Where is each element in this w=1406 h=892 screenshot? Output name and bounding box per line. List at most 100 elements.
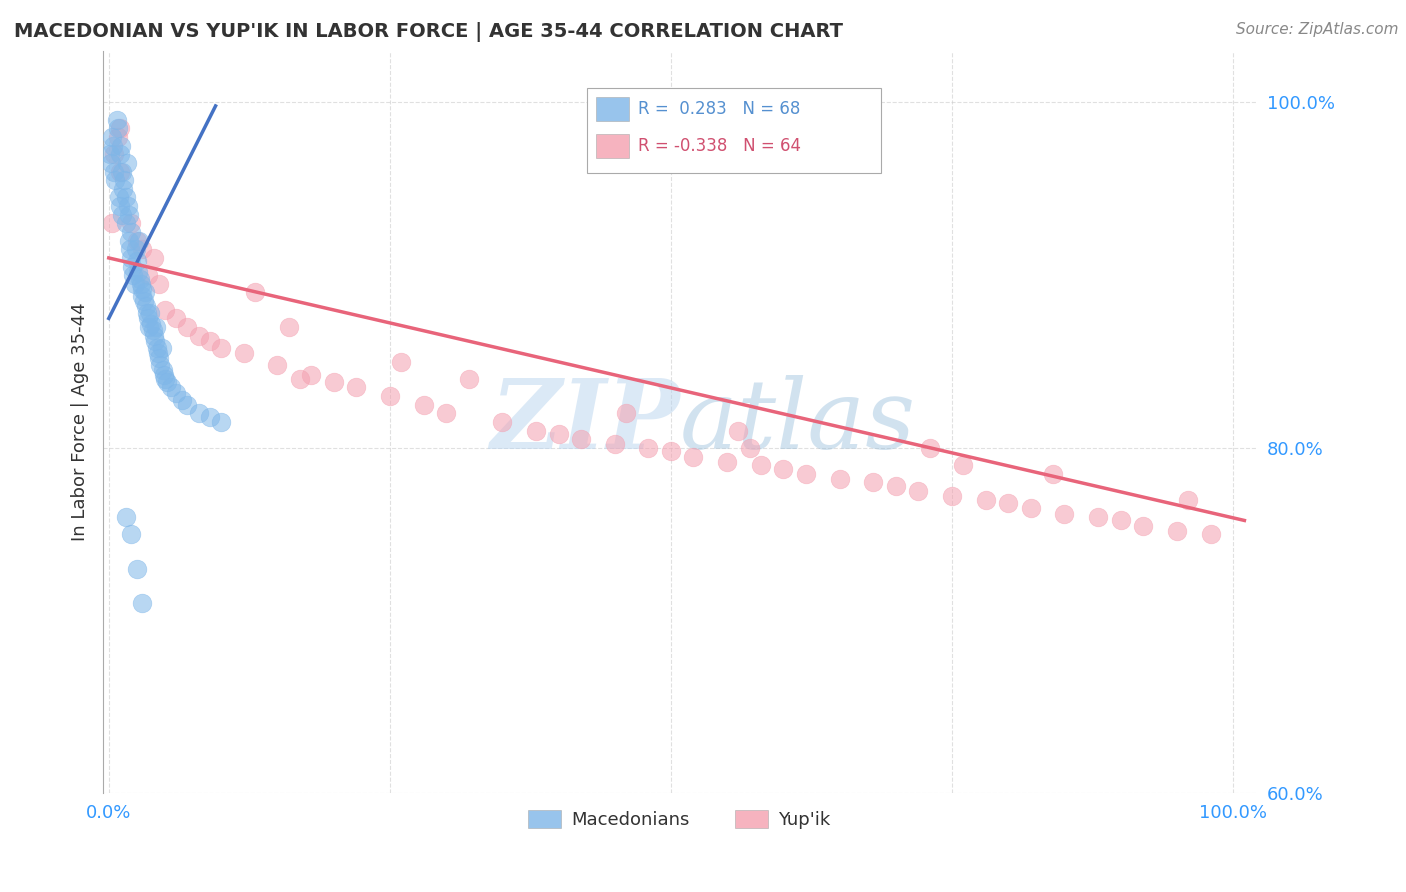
Point (288, 372, 311, 386)
Text: Source: ZipAtlas.com: Source: ZipAtlas.com (1236, 22, 1399, 37)
Point (120, 225, 142, 239)
Point (209, 415, 232, 429)
Point (907, 484, 929, 499)
Point (142, 323, 165, 337)
Point (524, 424, 547, 438)
Point (105, 112, 128, 127)
FancyBboxPatch shape (588, 87, 882, 173)
Point (716, 455, 738, 469)
Point (125, 242, 148, 256)
Point (412, 398, 434, 412)
Text: MACEDONIAN VS YUP'IK IN LABOR FORCE | AGE 35-44 CORRELATION CHART: MACEDONIAN VS YUP'IK IN LABOR FORCE | AG… (14, 22, 844, 42)
Point (149, 358, 172, 372)
Point (918, 441, 941, 455)
Text: R = -0.338   N = 64: R = -0.338 N = 64 (638, 136, 801, 154)
Point (659, 444, 682, 458)
Point (772, 461, 794, 475)
Point (547, 427, 569, 442)
Point (117, 199, 139, 213)
Point (884, 479, 907, 493)
Point (198, 334, 221, 348)
Legend: Macedonians, Yup'ik: Macedonians, Yup'ik (522, 803, 838, 837)
Point (121, 260, 143, 274)
Point (104, 173, 127, 187)
Point (125, 254, 148, 268)
Point (148, 277, 170, 291)
Point (143, 334, 166, 348)
Point (114, 510, 136, 524)
Point (1053, 507, 1076, 521)
Point (148, 346, 170, 360)
Point (491, 415, 513, 429)
Point (110, 138, 132, 153)
Point (114, 216, 136, 230)
Point (176, 398, 198, 412)
Point (457, 372, 479, 386)
Point (118, 208, 141, 222)
Text: atlas: atlas (679, 375, 915, 469)
Point (1087, 510, 1109, 524)
Point (131, 277, 153, 291)
Point (103, 164, 125, 178)
Point (120, 251, 142, 265)
Point (100, 156, 122, 170)
Point (142, 251, 165, 265)
Point (125, 234, 148, 248)
Point (176, 320, 198, 334)
Point (637, 441, 659, 455)
Point (569, 432, 592, 446)
Point (603, 437, 626, 451)
Point (101, 130, 124, 145)
FancyBboxPatch shape (596, 134, 628, 159)
Point (1042, 467, 1064, 481)
Point (108, 190, 131, 204)
Point (125, 562, 148, 576)
Point (134, 285, 156, 300)
Point (159, 380, 181, 394)
Point (122, 268, 145, 283)
Point (114, 173, 136, 187)
Point (107, 130, 129, 145)
Point (146, 341, 169, 355)
Point (156, 376, 179, 390)
Text: R =  0.283   N = 68: R = 0.283 N = 68 (638, 100, 800, 118)
Point (165, 311, 187, 326)
Point (974, 492, 997, 507)
Point (124, 277, 146, 291)
Point (862, 475, 884, 490)
Point (322, 376, 344, 390)
Point (1019, 501, 1042, 516)
Point (136, 268, 159, 283)
Point (142, 328, 165, 343)
Point (997, 496, 1019, 510)
Point (152, 363, 174, 377)
Point (389, 354, 412, 368)
Point (111, 164, 134, 178)
Point (682, 450, 704, 464)
Point (118, 234, 141, 248)
Point (187, 328, 209, 343)
Point (299, 368, 322, 383)
Point (108, 147, 131, 161)
Point (277, 320, 299, 334)
Point (165, 385, 187, 400)
Point (112, 182, 135, 196)
Point (344, 380, 367, 394)
Point (136, 311, 159, 326)
FancyBboxPatch shape (596, 96, 628, 121)
Point (170, 392, 193, 407)
Point (150, 341, 173, 355)
Point (103, 147, 125, 161)
Y-axis label: In Labor Force | Age 35-44: In Labor Force | Age 35-44 (72, 302, 89, 541)
Point (127, 265, 149, 279)
Point (139, 306, 162, 320)
Point (614, 406, 637, 420)
Point (1132, 518, 1154, 533)
Point (138, 320, 160, 334)
Point (98, 147, 121, 161)
Point (120, 527, 142, 541)
Point (941, 489, 963, 503)
Point (148, 351, 170, 365)
Point (129, 271, 152, 285)
Point (243, 285, 266, 300)
